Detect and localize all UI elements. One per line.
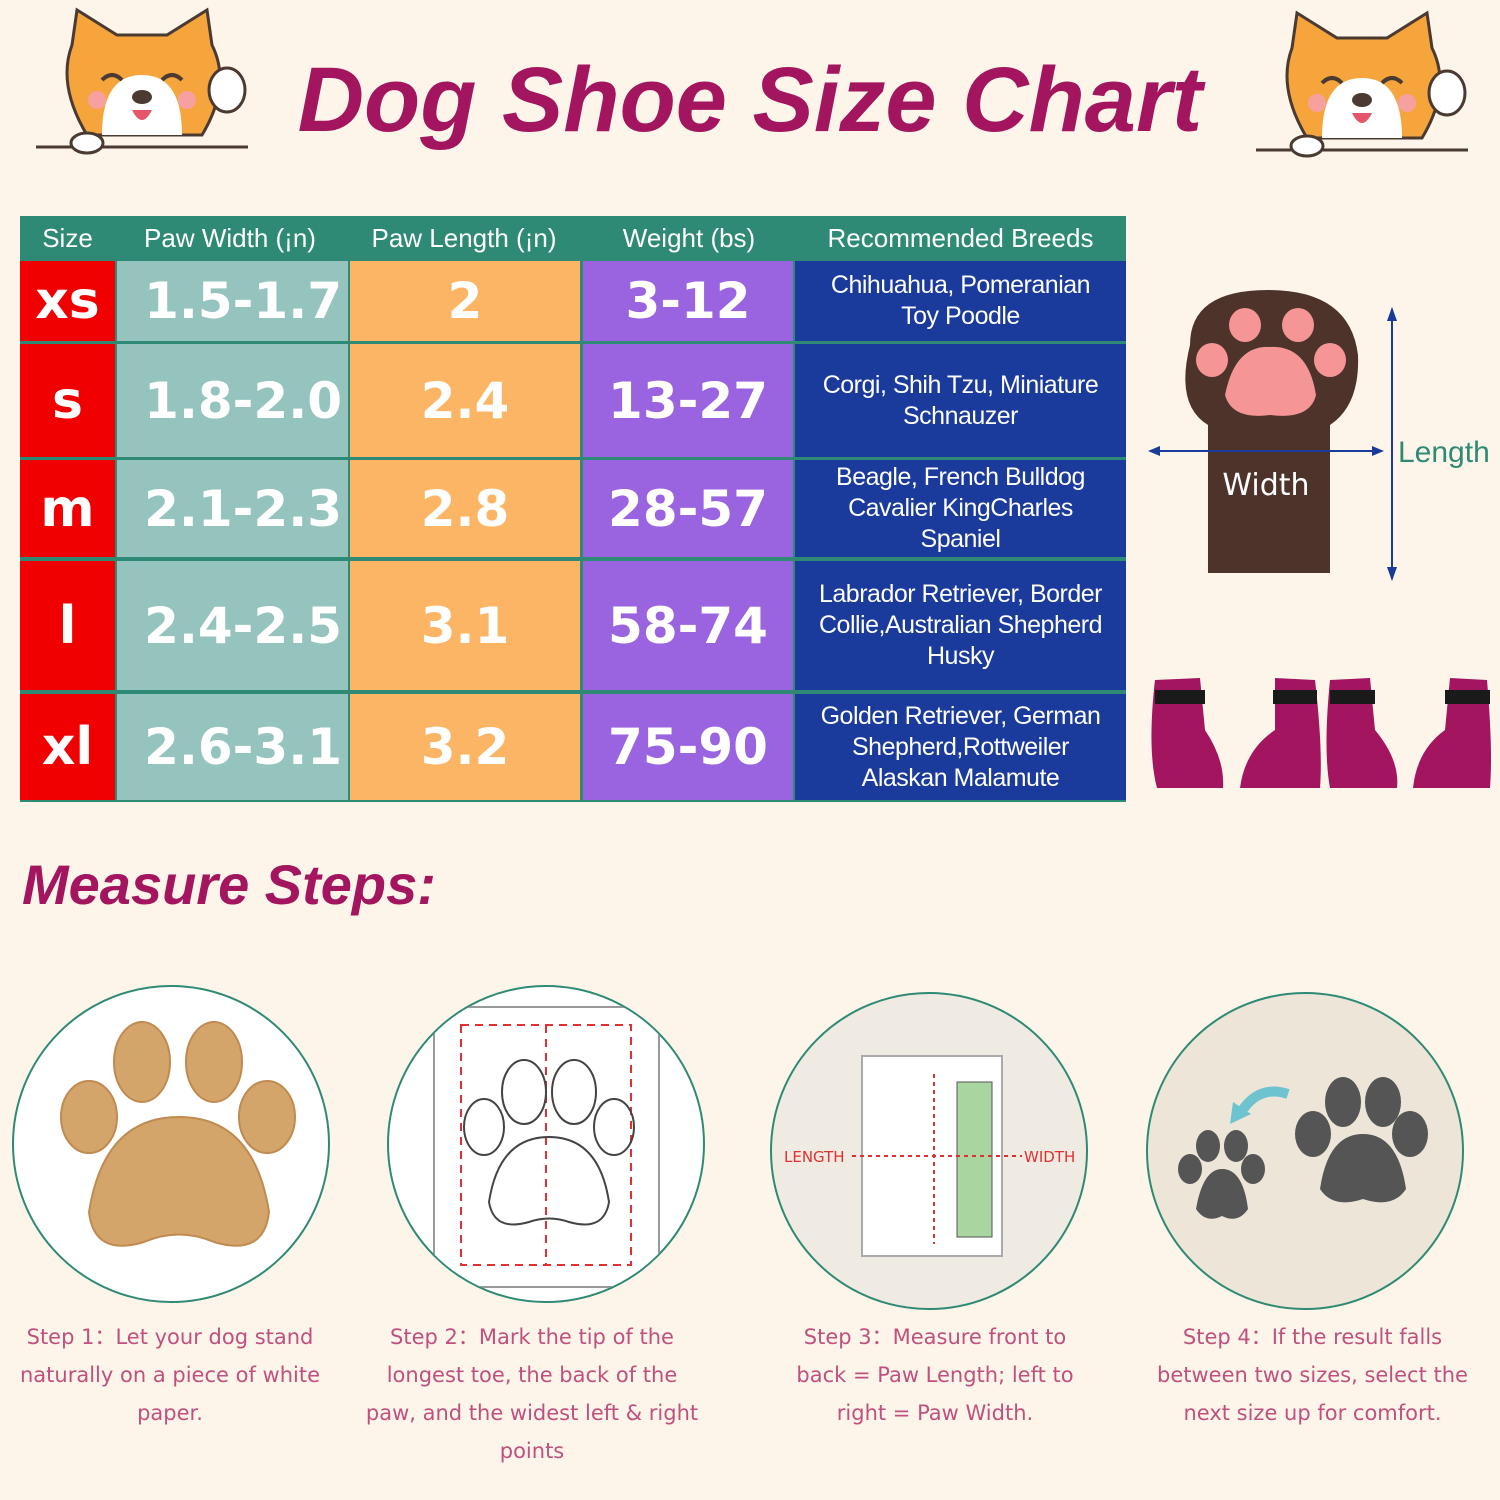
cell-breeds: Golden Retriever, German Shepherd,Rottwe… <box>795 694 1126 800</box>
step1-caption: Step 1：Let your dog stand naturally on a… <box>20 1325 320 1425</box>
cell-breeds: Chihuahua, Pomeranian Toy Poodle <box>795 261 1126 341</box>
cell-width: 2.1-2.3 <box>117 460 348 557</box>
step4-caption: Step 4：If the result falls between two s… <box>1157 1325 1468 1425</box>
step2-image <box>387 985 705 1303</box>
measure-steps-title: Measure Steps: <box>22 853 436 916</box>
length-label: LENGTH <box>784 1148 845 1166</box>
width-label: WIDTH <box>1024 1148 1075 1166</box>
dog-shoes-image <box>1151 678 1491 788</box>
marked-paw-paper-icon <box>433 1006 660 1288</box>
step3-image: LENGTH WIDTH <box>770 992 1088 1310</box>
cell-weight: 75-90 <box>583 694 793 800</box>
header-paw-width: Paw Width (¡n) <box>115 216 345 260</box>
corgi-waving-icon <box>36 7 248 155</box>
width-label: Width <box>1222 468 1309 503</box>
cell-size: xl <box>20 694 115 800</box>
cell-weight: 28-57 <box>583 460 793 557</box>
cell-size: m <box>20 460 115 557</box>
size-up-paws-icon <box>1178 1077 1428 1219</box>
cell-breeds: Labrador Retriever, Border Collie,Austra… <box>795 561 1126 690</box>
ruler-measure-icon: LENGTH WIDTH <box>784 1055 1075 1257</box>
step1-image <box>12 985 330 1303</box>
page-title: Dog Shoe Size Chart <box>297 49 1203 151</box>
cell-width: 2.6-3.1 <box>117 694 348 800</box>
cell-size: xs <box>20 261 115 341</box>
cell-size: l <box>20 561 115 690</box>
header-breeds: Recommended Breeds <box>795 216 1126 260</box>
header-paw-length: Paw Length (¡n) <box>345 216 583 260</box>
length-label: Length <box>1398 436 1490 469</box>
step4-image <box>1146 992 1464 1310</box>
corgi-waving-icon <box>1256 10 1468 158</box>
cell-width: 1.8-2.0 <box>117 344 348 457</box>
cell-size: s <box>20 344 115 457</box>
size-table: Size Paw Width (¡n) Paw Length (¡n) Weig… <box>20 216 1126 802</box>
header-weight: Weight (bs) <box>583 216 795 260</box>
paw-measure-diagram: Width Length <box>1148 290 1490 581</box>
cell-length: 2.8 <box>350 460 580 557</box>
cell-length: 2.4 <box>350 344 580 457</box>
step3-caption: Step 3：Measure front to back = Paw Lengt… <box>796 1325 1074 1425</box>
cell-breeds: Corgi, Shih Tzu, Miniature Schnauzer <box>795 344 1126 457</box>
cell-length: 3.2 <box>350 694 580 800</box>
cell-weight: 13-27 <box>583 344 793 457</box>
cell-weight: 58-74 <box>583 561 793 690</box>
cell-width: 2.4-2.5 <box>117 561 348 690</box>
cell-length: 2 <box>350 261 580 341</box>
cell-width: 1.5-1.7 <box>117 261 348 341</box>
paw-print-icon <box>60 1021 296 1247</box>
cell-breeds: Beagle, French Bulldog Cavalier KingChar… <box>795 460 1126 557</box>
cell-weight: 3-12 <box>583 261 793 341</box>
cell-length: 3.1 <box>350 561 580 690</box>
header-size: Size <box>20 216 115 260</box>
step2-caption: Step 2：Mark the tip of the longest toe, … <box>365 1325 699 1463</box>
